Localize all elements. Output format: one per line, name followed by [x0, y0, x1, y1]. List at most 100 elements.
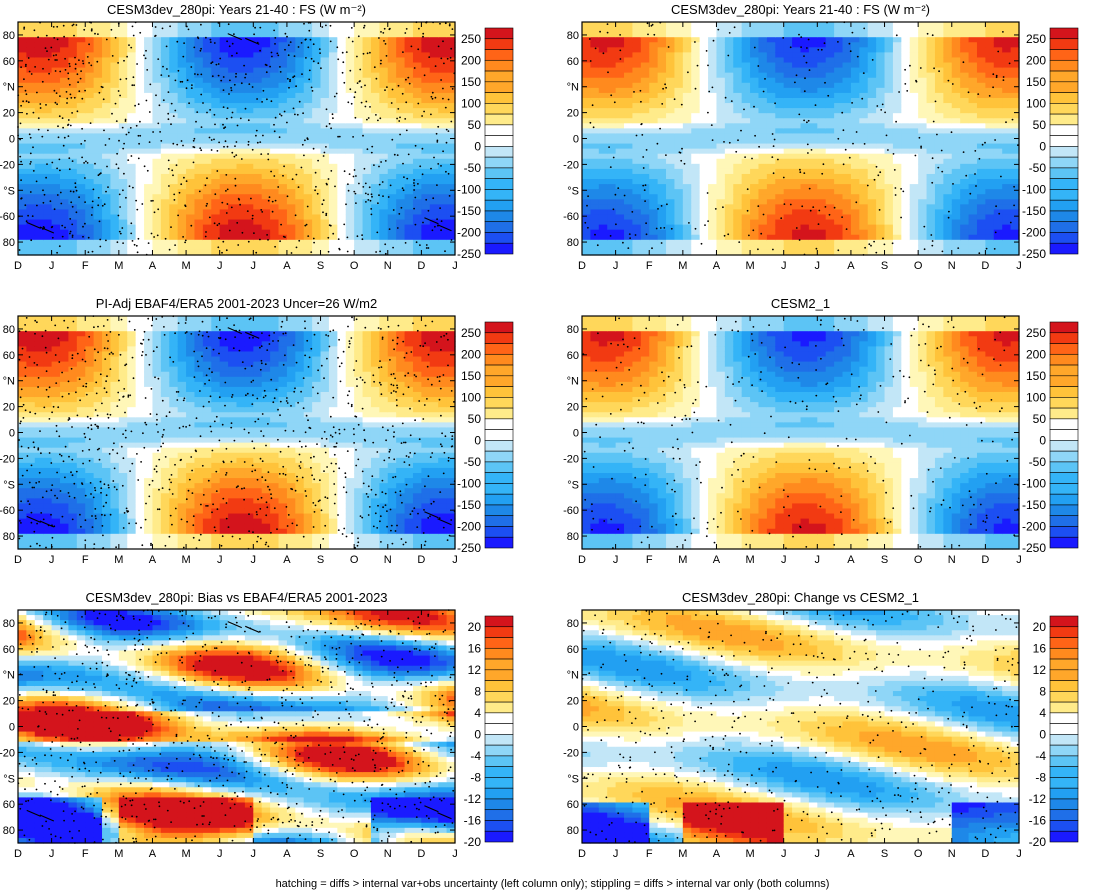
stipple-dot	[167, 159, 170, 162]
stipple-dot	[217, 63, 220, 65]
stipple-dot	[36, 204, 38, 207]
stipple-dot	[114, 102, 117, 105]
field-cell	[186, 249, 196, 256]
field-cell	[110, 97, 120, 104]
field-cell	[783, 67, 793, 74]
field-cell	[135, 62, 145, 69]
field-cell	[429, 179, 439, 185]
field-cell	[152, 108, 162, 114]
field-cell	[261, 189, 271, 195]
field-cell	[775, 184, 785, 190]
field-cell	[202, 72, 212, 79]
field-cell	[783, 148, 793, 155]
stipple-dot	[448, 23, 451, 25]
field-cell	[177, 62, 187, 69]
stipple-dot	[217, 246, 220, 249]
field-cell	[640, 72, 650, 79]
stipple-dot	[86, 56, 89, 58]
stipple-dot	[309, 38, 312, 41]
field-cell	[783, 158, 793, 165]
field-cell	[632, 52, 642, 59]
field-cell	[194, 143, 204, 150]
field-cell	[102, 77, 112, 84]
field-cell	[253, 153, 263, 160]
field-cell	[202, 148, 212, 155]
stipple-dot	[222, 123, 224, 126]
field-cell	[842, 113, 852, 119]
field-cell	[18, 113, 27, 119]
field-cell	[775, 138, 785, 145]
field-cell	[295, 128, 305, 135]
field-cell	[379, 153, 389, 160]
field-cell	[699, 244, 709, 251]
field-cell	[657, 209, 667, 216]
field-cell	[632, 42, 642, 48]
field-cell	[699, 67, 709, 74]
field-cell	[615, 128, 625, 135]
field-cell	[674, 92, 684, 99]
field-cell	[429, 214, 439, 221]
stipple-dot	[65, 91, 68, 93]
field-cell	[708, 47, 718, 53]
field-cell	[261, 234, 271, 241]
field-cell	[362, 128, 372, 135]
field-cell	[850, 133, 860, 140]
field-cell	[716, 224, 726, 231]
field-cell	[345, 123, 355, 129]
field-cell	[337, 42, 347, 48]
field-cell	[708, 52, 718, 59]
field-cell	[26, 173, 36, 180]
field-cell	[624, 194, 634, 200]
field-cell	[253, 214, 263, 221]
stipple-dot	[119, 78, 122, 81]
field-cell	[18, 209, 27, 216]
field-cell	[295, 249, 305, 256]
field-cell	[429, 97, 439, 104]
field-cell	[758, 52, 768, 59]
field-cell	[582, 108, 591, 114]
field-cell	[607, 234, 617, 241]
field-cell	[733, 77, 743, 84]
field-cell	[303, 87, 313, 94]
field-cell	[261, 229, 271, 236]
field-cell	[286, 22, 296, 28]
field-cell	[396, 229, 406, 236]
stipple-dot	[55, 92, 58, 94]
field-cell	[825, 108, 835, 114]
field-cell	[758, 153, 768, 160]
stipple-dot	[259, 26, 262, 29]
stipple-dot	[129, 127, 132, 129]
field-cell	[43, 204, 53, 211]
field-cell	[404, 194, 414, 200]
stipple-dot	[24, 89, 27, 92]
field-cell	[850, 27, 860, 33]
stipple-dot	[30, 73, 33, 75]
field-cell	[842, 143, 852, 150]
stipple-dot	[105, 38, 108, 41]
field-cell	[219, 133, 229, 140]
field-cell	[127, 163, 137, 170]
field-cell	[412, 204, 422, 211]
stipple-dot	[343, 223, 346, 226]
field-cell	[766, 158, 776, 165]
field-cell	[320, 239, 330, 246]
field-cell	[219, 97, 229, 104]
field-cell	[421, 189, 431, 195]
field-cell	[758, 42, 768, 48]
field-cell	[396, 143, 406, 150]
stipple-dot	[116, 241, 119, 244]
field-cell	[160, 47, 170, 53]
field-cell	[85, 204, 95, 211]
field-cell	[202, 173, 212, 180]
stipple-dot	[308, 69, 311, 72]
field-cell	[404, 138, 414, 145]
stipple-dot	[210, 149, 213, 151]
field-cell	[716, 108, 726, 114]
field-cell	[775, 204, 785, 211]
field-cell	[68, 194, 78, 200]
field-cell	[674, 138, 684, 145]
field-cell	[236, 138, 246, 145]
y-tick-label: -20	[0, 159, 15, 171]
field-cell	[783, 239, 793, 246]
field-cell	[362, 219, 372, 226]
